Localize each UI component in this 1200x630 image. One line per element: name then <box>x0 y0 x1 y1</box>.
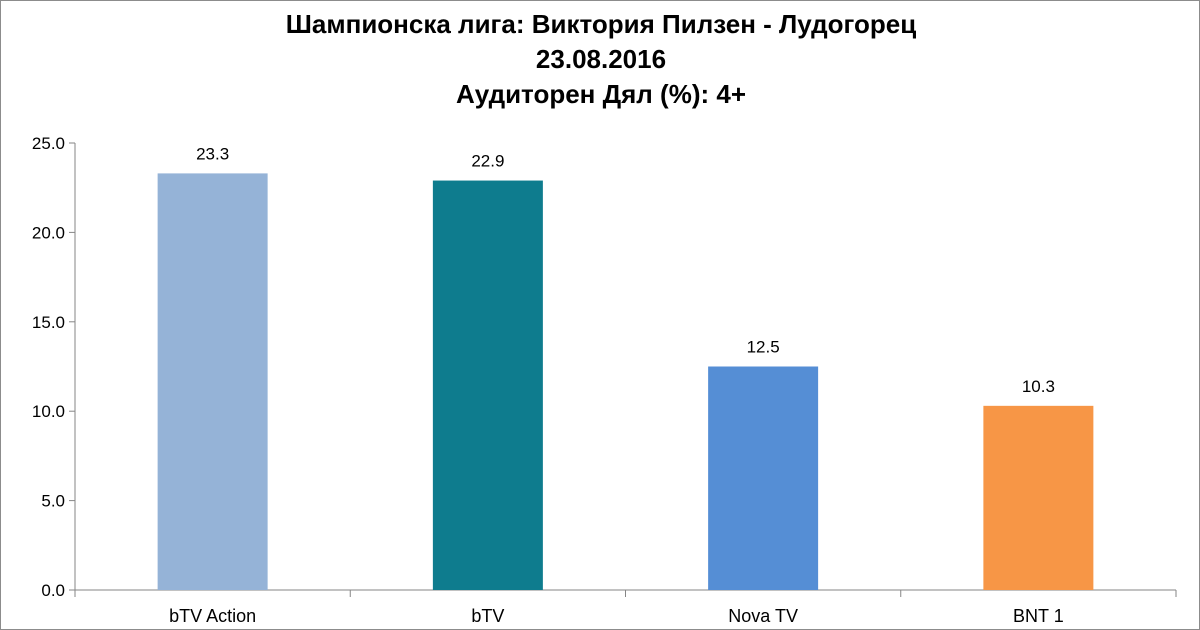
chart-title: Шампионска лига: Виктория Пилзен - Лудог… <box>1 7 1200 112</box>
chart-title-line-2: 23.08.2016 <box>535 44 667 74</box>
bar-nova-tv <box>708 366 819 590</box>
data-label: 23.3 <box>196 144 229 163</box>
y-tick-label: 15.0 <box>32 313 65 332</box>
y-tick-label: 25.0 <box>32 134 65 153</box>
category-label: bTV <box>471 606 504 626</box>
chart-title-line-3: Аудиторен Дял (%): 4+ <box>455 79 746 109</box>
category-label: bTV Action <box>169 606 256 626</box>
y-tick-label: 0.0 <box>41 581 65 600</box>
data-label: 12.5 <box>747 338 780 357</box>
y-tick-label: 5.0 <box>41 492 65 511</box>
data-label: 10.3 <box>1022 377 1055 396</box>
bar-bnt-1 <box>983 405 1094 590</box>
bar-btv <box>432 180 543 590</box>
category-label: BNT 1 <box>1013 606 1064 626</box>
chart-title-line-1: Шампионска лига: Виктория Пилзен - Лудог… <box>285 9 917 39</box>
y-tick-label: 10.0 <box>32 402 65 421</box>
data-label: 22.9 <box>471 152 504 171</box>
bar-btv-action <box>157 173 268 590</box>
category-label: Nova TV <box>728 606 798 626</box>
y-tick-label: 20.0 <box>32 223 65 242</box>
